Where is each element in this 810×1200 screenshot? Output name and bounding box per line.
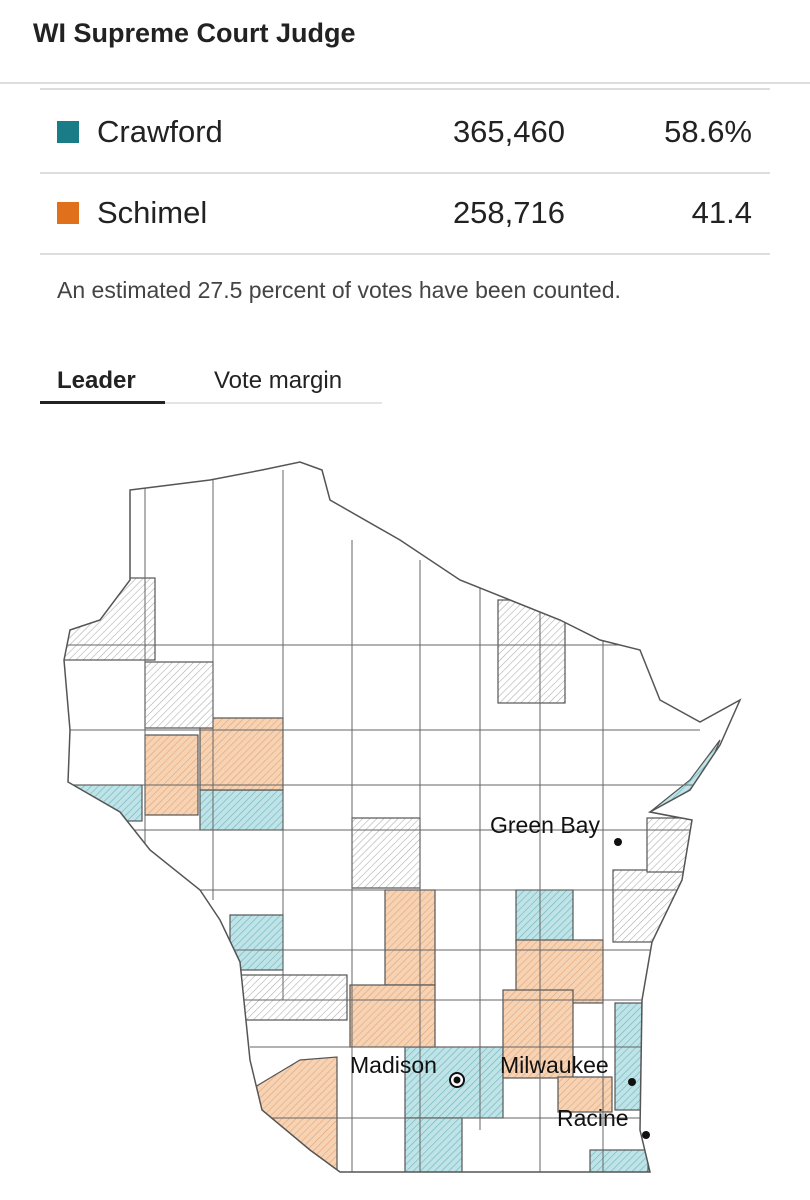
state-outline <box>63 461 742 1173</box>
city-dot <box>614 838 622 846</box>
tab-vote-margin[interactable]: Vote margin <box>214 367 343 394</box>
city-label: Racine <box>557 1105 629 1131</box>
vote-percent: 58.6% <box>664 114 752 149</box>
vote-percent: 41.4 <box>691 195 752 230</box>
city-label: Milwaukee <box>500 1052 609 1078</box>
note: An estimated 27.5 percent of votes have … <box>57 277 621 303</box>
result-row: Schimel 258,716 41.4 <box>40 171 770 255</box>
vote-count: 258,716 <box>452 195 565 230</box>
divider <box>0 82 810 84</box>
city-label: Green Bay <box>490 812 600 838</box>
city-dot <box>642 1131 650 1139</box>
tab-rule <box>40 402 382 404</box>
city-label: Madison <box>350 1052 437 1078</box>
candidate-name: Schimel <box>97 195 208 230</box>
tab-underline <box>40 401 165 404</box>
swatch <box>57 121 79 143</box>
candidate-name: Crawford <box>97 114 223 149</box>
swatch <box>57 202 79 224</box>
title: WI Supreme Court Judge <box>33 18 356 48</box>
city-dot <box>453 1076 461 1084</box>
city-dot <box>628 1078 636 1086</box>
result-row: Crawford 365,460 58.6% <box>40 88 770 174</box>
vote-count: 365,460 <box>452 114 565 149</box>
tab-leader[interactable]: Leader <box>57 367 136 394</box>
